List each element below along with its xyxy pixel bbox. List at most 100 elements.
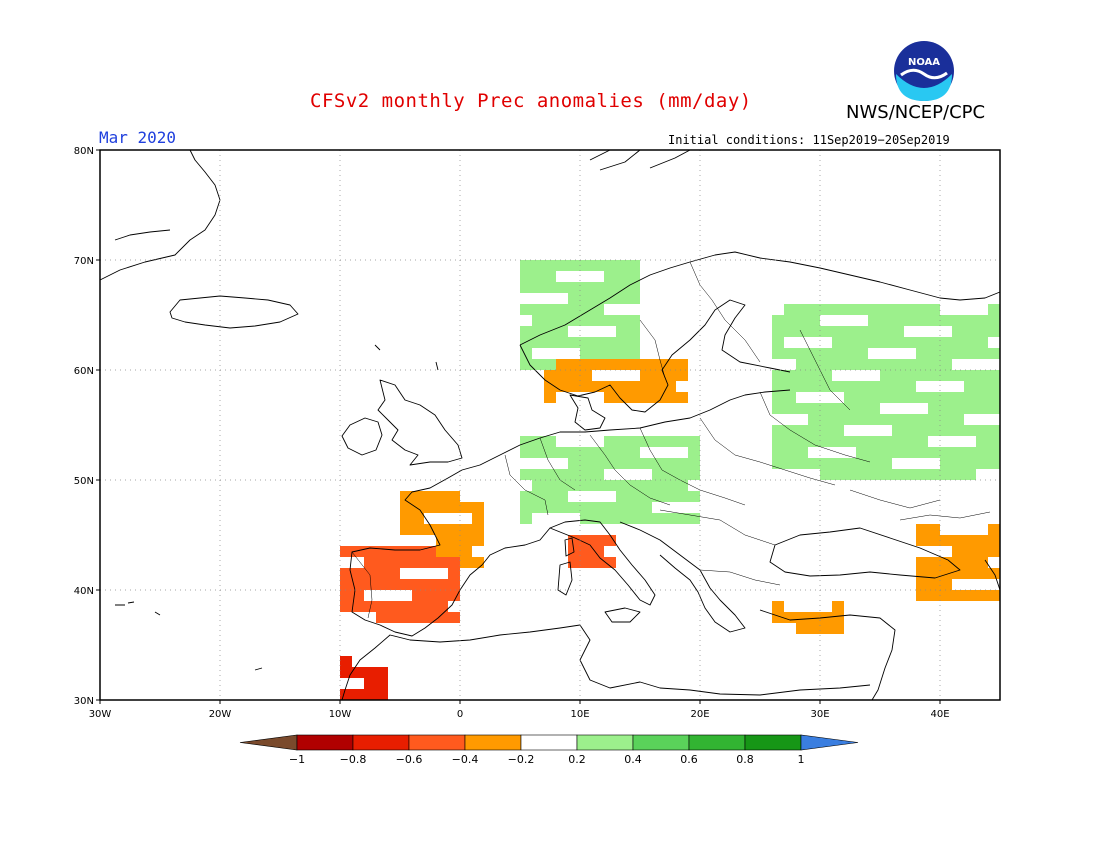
anomaly-cell xyxy=(640,502,652,513)
anomaly-cell xyxy=(964,403,976,414)
anomaly-cell xyxy=(916,337,928,348)
anomaly-cell xyxy=(448,579,460,590)
anomaly-cell xyxy=(520,271,532,282)
anomaly-cell xyxy=(616,282,628,293)
anomaly-cell xyxy=(592,315,604,326)
anomaly-cell xyxy=(340,601,352,612)
anomaly-cell xyxy=(940,557,952,568)
anomaly-cell xyxy=(856,469,868,480)
anomaly-cell xyxy=(592,260,604,271)
anomaly-cell xyxy=(844,469,856,480)
anomaly-cell xyxy=(568,458,580,469)
anomaly-cell xyxy=(856,403,868,414)
anomaly-cell xyxy=(412,513,424,524)
anomaly-cell xyxy=(868,403,880,414)
anomaly-cell xyxy=(580,535,592,546)
anomaly-cell xyxy=(820,370,832,381)
anomaly-cell xyxy=(352,590,364,601)
valid-month-label: Mar 2020 xyxy=(99,128,177,147)
anomaly-cell xyxy=(856,447,868,458)
anomaly-cell xyxy=(952,568,964,579)
colorbar-swatch xyxy=(688,734,746,751)
anomaly-cell xyxy=(616,447,628,458)
lon-tick-label: 20E xyxy=(690,709,709,720)
anomaly-cell xyxy=(436,557,448,568)
anomaly-cell xyxy=(640,513,652,524)
anomaly-cell xyxy=(544,502,556,513)
anomaly-cell xyxy=(916,469,928,480)
anomaly-cell xyxy=(796,348,808,359)
anomaly-cell xyxy=(832,623,844,634)
anomaly-cell xyxy=(628,447,640,458)
lon-tick-label: 30W xyxy=(89,709,112,720)
anomaly-cell xyxy=(664,359,676,370)
anomaly-cell xyxy=(856,337,868,348)
anomaly-cell xyxy=(868,414,880,425)
anomaly-cell xyxy=(640,370,652,381)
anomaly-cell xyxy=(784,403,796,414)
lon-tick-label: 40E xyxy=(930,709,949,720)
anomaly-cell xyxy=(556,469,568,480)
anomaly-cell xyxy=(952,447,964,458)
anomaly-cell xyxy=(880,414,892,425)
anomaly-cell xyxy=(556,370,568,381)
anomaly-cell xyxy=(592,348,604,359)
anomaly-cell xyxy=(592,546,604,557)
anomaly-cell xyxy=(556,381,568,392)
anomaly-cell xyxy=(568,480,580,491)
anomaly-cell xyxy=(964,568,976,579)
anomaly-cell xyxy=(868,315,880,326)
anomaly-cell xyxy=(928,535,940,546)
anomaly-cell xyxy=(472,535,484,546)
anomaly-cell xyxy=(772,601,784,612)
anomaly-cell xyxy=(364,557,376,568)
anomaly-cell xyxy=(592,480,604,491)
anomaly-cell xyxy=(976,546,988,557)
anomaly-cell xyxy=(544,304,556,315)
anomaly-cell xyxy=(340,656,352,667)
anomaly-cell xyxy=(964,337,976,348)
anomaly-cell xyxy=(796,458,808,469)
anomaly-cell xyxy=(568,260,580,271)
anomaly-cell xyxy=(784,315,796,326)
anomaly-cell xyxy=(940,414,952,425)
anomaly-cell xyxy=(916,370,928,381)
anomaly-cell xyxy=(844,392,856,403)
anomaly-cell xyxy=(568,381,580,392)
anomaly-cell xyxy=(808,359,820,370)
colorbar-swatch xyxy=(464,734,522,751)
anomaly-cell xyxy=(376,568,388,579)
anomaly-cell xyxy=(952,546,964,557)
colorbar-level-label: −1 xyxy=(289,753,305,766)
colorbar-level-label: −0.6 xyxy=(396,753,423,766)
anomaly-cell xyxy=(940,337,952,348)
anomaly-cell xyxy=(796,403,808,414)
anomaly-cell xyxy=(604,480,616,491)
anomaly-cell xyxy=(988,546,1000,557)
anomaly-cell xyxy=(544,271,556,282)
anomaly-cell xyxy=(676,491,688,502)
anomaly-cell xyxy=(892,425,904,436)
anomaly-cell xyxy=(616,502,628,513)
anomaly-cell xyxy=(580,260,592,271)
anomaly-cell xyxy=(628,359,640,370)
anomaly-cell xyxy=(340,546,352,557)
anomaly-cell xyxy=(364,689,376,700)
lat-lon-gridlines xyxy=(100,150,1000,700)
anomaly-cell xyxy=(796,612,808,623)
anomaly-cell xyxy=(520,513,532,524)
anomaly-cell xyxy=(592,502,604,513)
anomaly-cell xyxy=(604,392,616,403)
anomaly-cell xyxy=(904,436,916,447)
anomaly-cell xyxy=(964,370,976,381)
anomaly-cell xyxy=(376,546,388,557)
anomaly-cell xyxy=(856,326,868,337)
colorbar-level-label: −0.4 xyxy=(452,753,479,766)
anomaly-cell xyxy=(532,326,544,337)
anomaly-cell xyxy=(652,491,664,502)
anomaly-cell xyxy=(916,524,928,535)
anomaly-cell xyxy=(832,414,844,425)
anomaly-cell xyxy=(820,436,832,447)
anomaly-cell xyxy=(916,447,928,458)
anomaly-cell xyxy=(424,524,436,535)
